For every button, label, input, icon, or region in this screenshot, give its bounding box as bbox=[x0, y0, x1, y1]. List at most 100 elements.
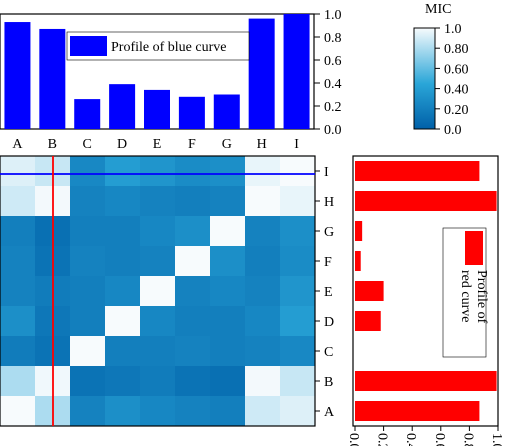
right-bar-E bbox=[355, 281, 384, 301]
top-x-tick-F: F bbox=[188, 137, 196, 152]
heat-cell-E-I bbox=[280, 276, 316, 307]
heat-cell-F-H bbox=[245, 246, 281, 277]
right-bar-H bbox=[355, 191, 497, 211]
heat-cell-A-G bbox=[210, 396, 246, 427]
heat-y-tick-C: C bbox=[324, 345, 333, 360]
colorbar-tick-label: 0.60 bbox=[444, 62, 469, 77]
heat-cell-E-F bbox=[175, 276, 211, 307]
heat-cell-F-F bbox=[175, 246, 211, 277]
top-legend-label: Profile of blue curve bbox=[111, 40, 226, 55]
heat-cell-D-E bbox=[140, 306, 176, 337]
heat-cell-I-D bbox=[105, 156, 141, 187]
heat-cell-G-H bbox=[245, 216, 281, 247]
heat-cell-E-E bbox=[140, 276, 176, 307]
heat-cell-C-I bbox=[280, 336, 316, 367]
heat-cell-A-D bbox=[105, 396, 141, 427]
heat-cell-G-E bbox=[140, 216, 176, 247]
heat-cell-B-H bbox=[245, 366, 281, 397]
heat-cell-H-I bbox=[280, 186, 316, 217]
heat-cell-D-I bbox=[280, 306, 316, 337]
heat-cell-A-E bbox=[140, 396, 176, 427]
heat-cell-F-G bbox=[210, 246, 246, 277]
heat-cell-H-D bbox=[105, 186, 141, 217]
heat-cell-B-E bbox=[140, 366, 176, 397]
top-bar-G bbox=[213, 94, 240, 129]
right-bar-B bbox=[355, 371, 497, 391]
heat-y-tick-H: H bbox=[324, 195, 334, 210]
heat-cell-G-G bbox=[210, 216, 246, 247]
colorbar-tick-label: 0.80 bbox=[444, 42, 469, 57]
top-y-tick-label: 0.2 bbox=[324, 100, 342, 115]
top-y-tick-label: 0.4 bbox=[324, 77, 342, 92]
heat-cell-G-A bbox=[0, 216, 36, 247]
heat-cell-B-I bbox=[280, 366, 316, 397]
heat-y-tick-G: G bbox=[324, 225, 334, 240]
heat-cell-B-D bbox=[105, 366, 141, 397]
heat-cell-I-C bbox=[70, 156, 106, 187]
right-legend-label-1: Profile of bbox=[474, 270, 489, 324]
heat-cell-H-F bbox=[175, 186, 211, 217]
top-bar-E bbox=[144, 89, 170, 129]
colorbar-tick-label: 0.0 bbox=[444, 123, 462, 138]
right-bar-D bbox=[355, 311, 381, 331]
right-bar-G bbox=[355, 221, 363, 241]
top-bar-H bbox=[248, 18, 275, 130]
top-bar-C bbox=[74, 99, 101, 129]
right-x-tick-label: 0.0 bbox=[346, 433, 361, 446]
heat-cell-C-G bbox=[210, 336, 246, 367]
heat-cell-I-E bbox=[140, 156, 176, 187]
top-legend-swatch bbox=[70, 36, 107, 56]
heat-cell-I-A bbox=[0, 156, 36, 187]
heat-cell-G-I bbox=[280, 216, 316, 247]
heat-cell-A-A bbox=[0, 396, 36, 427]
heat-cell-E-G bbox=[210, 276, 246, 307]
right-bar-A bbox=[355, 401, 480, 421]
heat-cell-A-F bbox=[175, 396, 211, 427]
heat-cell-B-C bbox=[70, 366, 106, 397]
heat-cell-F-A bbox=[0, 246, 36, 277]
top-bar-B bbox=[39, 28, 66, 130]
heat-cell-C-E bbox=[140, 336, 176, 367]
heat-cell-H-C bbox=[70, 186, 106, 217]
top-x-tick-C: C bbox=[83, 137, 92, 152]
top-x-tick-A: A bbox=[12, 137, 23, 152]
right-bar-chart: 0.0 0.2 0.4 0.6 0.8 1.0 Profile of red curve bbox=[346, 155, 504, 446]
top-x-tick-H: H bbox=[257, 137, 267, 152]
heat-cell-G-F bbox=[175, 216, 211, 247]
top-y-tick-label: 0.6 bbox=[324, 54, 342, 69]
heat-cell-D-A bbox=[0, 306, 36, 337]
top-bar-F bbox=[178, 96, 205, 129]
heat-cell-E-C bbox=[70, 276, 106, 307]
heat-cell-B-F bbox=[175, 366, 211, 397]
colorbar-gradient bbox=[413, 27, 436, 130]
right-legend-label-2: red curve bbox=[458, 270, 473, 322]
right-x-tick-label: 0.8 bbox=[460, 433, 475, 446]
heat-cell-C-H bbox=[245, 336, 281, 367]
right-bar-F bbox=[355, 251, 361, 271]
top-legend: Profile of blue curve bbox=[66, 31, 250, 61]
colorbar: MIC 0.0 0.20 0.40 0.60 0.80 1.0 bbox=[413, 2, 469, 138]
heat-cell-B-G bbox=[210, 366, 246, 397]
top-x-tick-E: E bbox=[153, 137, 162, 152]
right-x-tick-label: 0.6 bbox=[432, 433, 447, 446]
heat-cell-A-C bbox=[70, 396, 106, 427]
right-bar-I bbox=[355, 161, 480, 181]
heat-cell-D-D bbox=[105, 306, 141, 337]
heat-cell-H-A bbox=[0, 186, 36, 217]
heat-cell-H-E bbox=[140, 186, 176, 217]
top-y-tick-label: 1.0 bbox=[324, 8, 342, 23]
heat-y-tick-D: D bbox=[324, 315, 334, 330]
heat-cell-D-G bbox=[210, 306, 246, 337]
top-y-tick-label: 0.8 bbox=[324, 31, 342, 46]
colorbar-title: MIC bbox=[425, 2, 451, 17]
right-x-tick-label: 1.0 bbox=[489, 433, 504, 446]
right-x-tick-label: 0.2 bbox=[375, 433, 390, 446]
heat-cell-F-D bbox=[105, 246, 141, 277]
heat-cell-G-D bbox=[105, 216, 141, 247]
heat-cell-F-C bbox=[70, 246, 106, 277]
heat-y-tick-A: A bbox=[324, 405, 335, 420]
top-bar-D bbox=[109, 84, 136, 129]
colorbar-tick-label: 0.20 bbox=[444, 103, 469, 118]
